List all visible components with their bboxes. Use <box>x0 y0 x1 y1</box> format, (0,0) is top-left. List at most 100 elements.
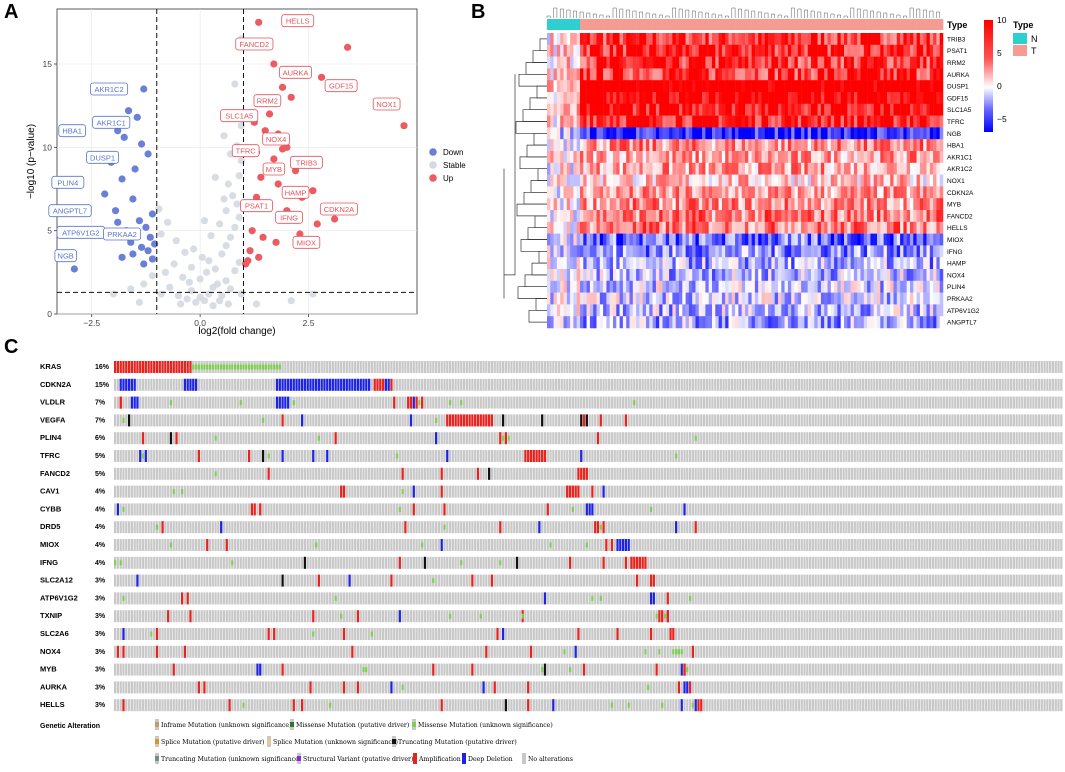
heatmap-cell <box>729 186 733 198</box>
type-annotation-cell <box>573 19 577 30</box>
heatmap-cell <box>818 234 822 246</box>
oncoprint-cell <box>575 397 577 409</box>
heatmap-cell <box>927 33 931 45</box>
oncoprint-cell <box>429 379 431 391</box>
oncoprint-cell <box>477 361 479 373</box>
oncoprint-cell <box>683 397 685 409</box>
oncoprint-cell <box>915 361 917 373</box>
heatmap-cell <box>550 104 554 116</box>
oncoprint-cell <box>502 379 504 391</box>
heatmap-cell <box>765 33 769 45</box>
oncoprint-cell <box>909 414 911 426</box>
heatmap-cell <box>814 92 818 104</box>
oncoprint-cell <box>778 361 780 373</box>
type-annotation-cell <box>917 19 921 30</box>
dendrogram-branch <box>533 51 547 63</box>
heatmap-cell <box>732 316 736 328</box>
heatmap-cell <box>768 175 772 187</box>
heatmap-cell <box>620 304 624 316</box>
heatmap-cell <box>682 257 686 269</box>
oncoprint-cell <box>678 379 680 391</box>
heatmap-cell <box>811 68 815 80</box>
oncoprint-cell <box>1055 414 1057 426</box>
heatmap-cell <box>841 151 845 163</box>
heatmap-cell <box>752 175 756 187</box>
oncoprint-cell <box>237 397 239 409</box>
oncoprint-cell <box>812 414 814 426</box>
heatmap-cell <box>669 316 673 328</box>
oncoprint-cell <box>1021 397 1023 409</box>
oncoprint-cell <box>848 379 850 391</box>
heatmap-cell <box>930 234 934 246</box>
heatmap-cell <box>732 45 736 57</box>
heatmap-cell <box>758 163 762 175</box>
heatmap-cell <box>791 257 795 269</box>
heatmap-cell <box>696 269 700 281</box>
heatmap-cell <box>791 316 795 328</box>
heatmap-row-label: NOX1 <box>947 178 965 185</box>
heatmap-cell <box>877 269 881 281</box>
heatmap-cell <box>837 245 841 257</box>
heatmap-cell <box>742 92 746 104</box>
heatmap-cell <box>920 257 924 269</box>
heatmap-cell <box>702 151 706 163</box>
oncoprint-alteration <box>284 379 286 391</box>
heatmap-cell <box>742 234 746 246</box>
oncoprint-cell <box>764 414 766 426</box>
oncoprint-cell <box>237 379 239 391</box>
heatmap-cell <box>917 33 921 45</box>
oncoprint-cell <box>949 414 951 426</box>
oncoprint-cell <box>806 414 808 426</box>
oncoprint-cell <box>770 414 772 426</box>
heatmap-cell <box>597 175 601 187</box>
oncoprint-cell <box>915 414 917 426</box>
heatmap-cell <box>933 45 937 57</box>
heatmap-cell <box>778 139 782 151</box>
oncoprint-alteration <box>117 361 119 373</box>
heatmap-cell <box>682 92 686 104</box>
heatmap-cell <box>775 92 779 104</box>
heatmap-cell <box>887 175 891 187</box>
heatmap-cell <box>646 222 650 234</box>
heatmap-row-label: ANGPTL7 <box>947 320 977 327</box>
oncoprint-cell <box>915 397 917 409</box>
heatmap-cell <box>672 92 676 104</box>
heatmap-cell <box>593 234 597 246</box>
oncoprint-cell <box>840 379 842 391</box>
heatmap-cell <box>587 139 591 151</box>
heatmap-cell <box>573 163 577 175</box>
heatmap-cell <box>903 163 907 175</box>
heatmap-cell <box>649 293 653 305</box>
oncoprint-cell <box>427 361 429 373</box>
oncoprint-cell <box>773 397 775 409</box>
heatmap-cell <box>930 186 934 198</box>
heatmap-cell <box>897 175 901 187</box>
oncoprint-mutation <box>214 365 216 370</box>
oncoprint-cell <box>591 379 593 391</box>
heatmap-cell <box>669 68 673 80</box>
oncoprint-alteration <box>175 361 177 373</box>
oncoprint-cell <box>335 397 337 409</box>
oncoprint-cell <box>175 379 177 391</box>
heatmap-cell <box>735 80 739 92</box>
heatmap-cell <box>729 80 733 92</box>
heatmap-cell <box>890 80 894 92</box>
oncoprint-cell <box>756 414 758 426</box>
heatmap-cell <box>610 151 614 163</box>
heatmap-cell <box>887 104 891 116</box>
heatmap-cell <box>699 316 703 328</box>
heatmap-cell <box>837 186 841 198</box>
oncoprint-cell <box>999 414 1001 426</box>
heatmap-cell <box>837 257 841 269</box>
heatmap-cell <box>745 45 749 57</box>
oncoprint-alteration <box>120 361 122 373</box>
heatmap-cell <box>847 68 851 80</box>
heatmap-cell <box>923 80 927 92</box>
down-point <box>125 107 132 114</box>
oncoprint-alteration <box>309 379 311 391</box>
heatmap-cell <box>656 316 660 328</box>
oncoprint-cell <box>234 379 236 391</box>
heatmap-cell <box>930 281 934 293</box>
heatmap-cell <box>626 92 630 104</box>
